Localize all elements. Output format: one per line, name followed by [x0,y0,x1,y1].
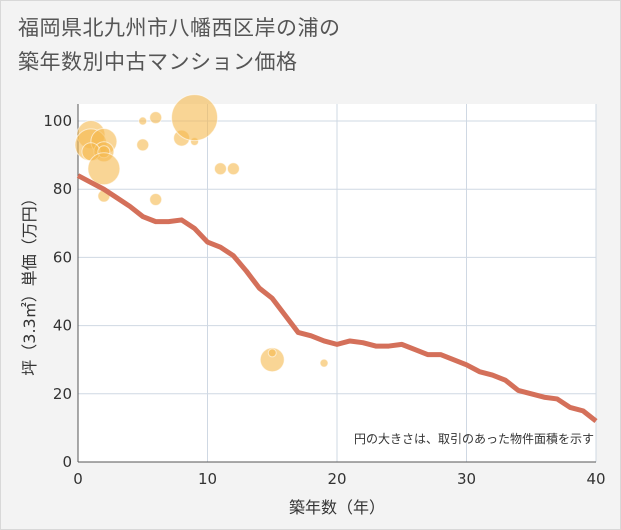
x-axis: 0 10 20 30 40 [73,461,606,488]
y-tick-label: 40 [53,317,72,335]
grid [78,104,597,462]
bubble-point [149,111,163,125]
y-axis: 0 20 40 60 80 100 [43,104,79,471]
bubble-series [74,94,329,373]
y-tick-label: 100 [43,112,72,130]
average-line [76,173,598,424]
x-axis-label: 築年数（年） [289,498,385,517]
bubble-point [138,116,148,126]
bubble-point [259,347,285,373]
x-tick-label: 0 [73,470,83,488]
bubble-point [213,162,227,176]
bubble-point [149,192,163,206]
bubble-point [267,348,277,358]
y-tick-label: 0 [62,453,72,471]
bubble-point [87,152,121,186]
bubble-point [319,358,329,368]
y-axis-label: 坪（3.3㎡）単価（万円） [20,190,39,375]
bubble-point [136,138,150,152]
y-tick-label: 80 [53,180,72,198]
x-tick-label: 30 [457,470,476,488]
bubble-point [226,162,240,176]
x-tick-label: 40 [586,470,605,488]
chart-title: 福岡県北九州市八幡西区岸の浦の 築年数別中古マンション価格 [18,11,341,79]
series-line [76,173,598,424]
size-note: 円の大きさは、取引のあった物件面積を示す [354,431,594,446]
x-tick-label: 20 [327,470,346,488]
chart-title-line1: 福岡県北九州市八幡西区岸の浦の [18,16,341,40]
bubble-point [171,94,219,142]
y-tick-label: 60 [53,248,72,266]
x-tick-label: 10 [198,470,217,488]
chart-title-line2: 築年数別中古マンション価格 [18,50,298,74]
y-tick-label: 20 [53,385,72,403]
